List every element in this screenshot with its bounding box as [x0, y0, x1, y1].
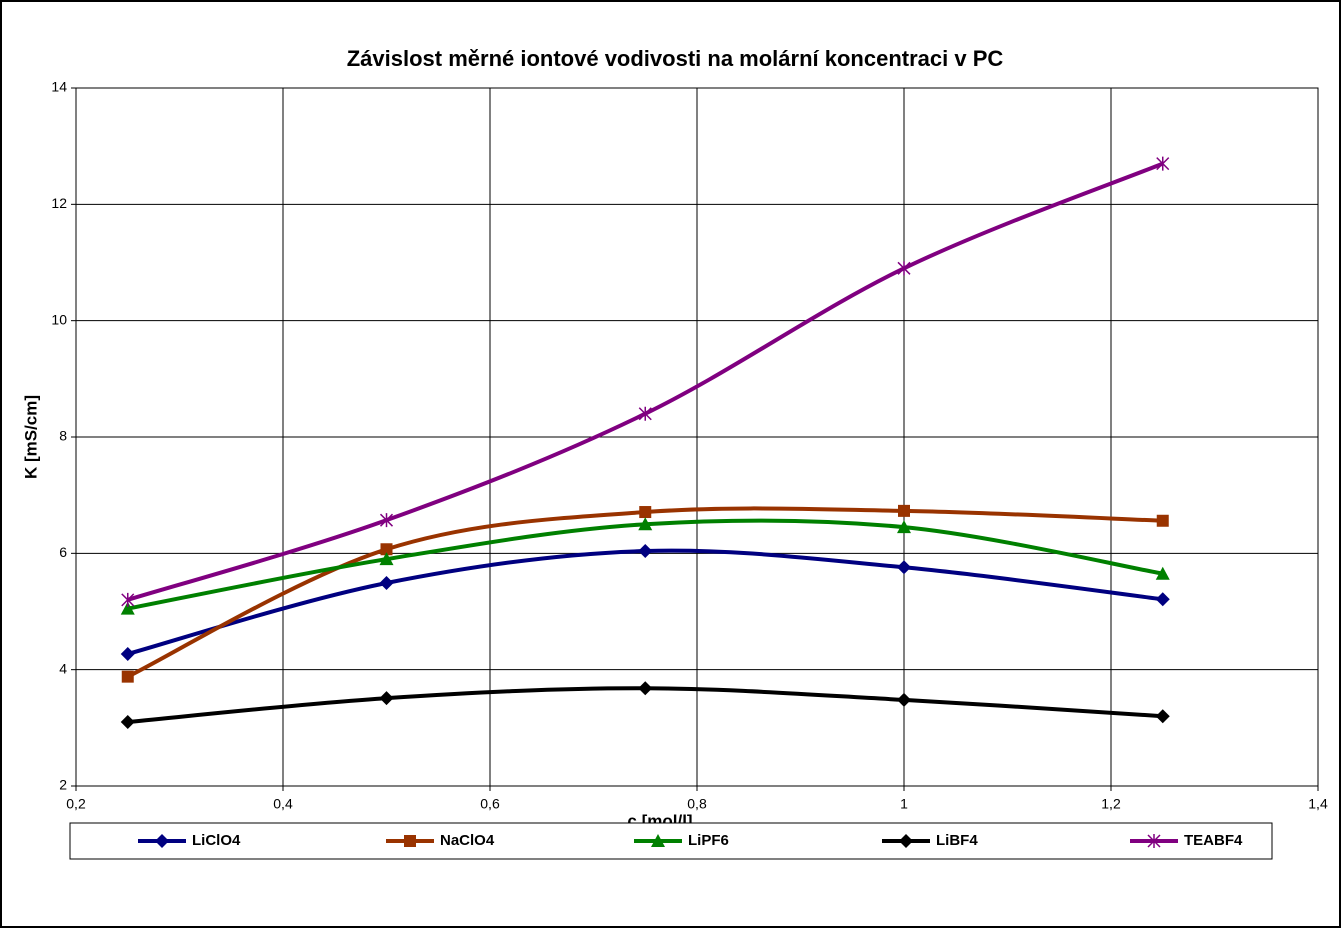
- data-point: [120, 601, 135, 615]
- data-point: [897, 261, 911, 276]
- y-tick-label: 2: [59, 777, 67, 793]
- data-point: [1156, 156, 1170, 171]
- legend-marker: [1147, 834, 1161, 848]
- y-tick-label: 12: [51, 195, 67, 211]
- data-point: [1155, 592, 1170, 607]
- data-point: [638, 517, 653, 531]
- legend-label: LiPF6: [688, 832, 729, 849]
- data-point: [638, 681, 653, 696]
- data-point: [897, 692, 911, 707]
- data-point: [379, 691, 394, 706]
- legend-label: LiClO4: [192, 832, 241, 849]
- data-point: [379, 513, 394, 528]
- legend-marker: [899, 834, 913, 848]
- y-tick-label: 14: [51, 79, 67, 95]
- data-point: [1155, 709, 1170, 724]
- chart-title: Závislost měrné iontové vodivosti na mol…: [347, 46, 1004, 71]
- data-point: [380, 543, 393, 556]
- data-point: [1156, 514, 1169, 527]
- x-tick-label: 0,4: [273, 796, 293, 812]
- data-point: [121, 592, 135, 607]
- legend-marker: [155, 834, 169, 848]
- legend-marker: [404, 835, 416, 847]
- x-tick-label: 0,8: [687, 796, 707, 812]
- data-point: [379, 575, 394, 590]
- data-point: [638, 544, 653, 559]
- data-point: [120, 646, 135, 661]
- x-tick-label: 1,2: [1101, 796, 1121, 812]
- legend-marker: [651, 834, 665, 847]
- y-axis-label: K [mS/cm]: [21, 395, 40, 479]
- legend-box: [69, 822, 1273, 860]
- x-tick-label: 1,4: [1308, 796, 1328, 812]
- y-tick-label: 6: [59, 544, 67, 560]
- x-tick-label: 0,6: [480, 796, 500, 812]
- data-point: [1155, 566, 1170, 580]
- data-point: [639, 506, 652, 519]
- legend-label: NaClO4: [440, 832, 495, 849]
- legend-label: TEABF4: [1184, 832, 1243, 849]
- data-point: [897, 520, 911, 534]
- x-tick-label: 0,2: [66, 796, 86, 812]
- data-point: [897, 560, 911, 575]
- x-tick-label: 1: [900, 796, 908, 812]
- data-point: [120, 715, 135, 730]
- y-tick-label: 10: [51, 311, 67, 327]
- y-tick-label: 4: [59, 660, 67, 676]
- data-point: [638, 406, 652, 421]
- legend-label: LiBF4: [936, 832, 978, 849]
- data-point: [379, 552, 394, 566]
- y-tick-label: 8: [59, 428, 67, 444]
- data-point: [898, 504, 910, 517]
- data-point: [121, 670, 134, 683]
